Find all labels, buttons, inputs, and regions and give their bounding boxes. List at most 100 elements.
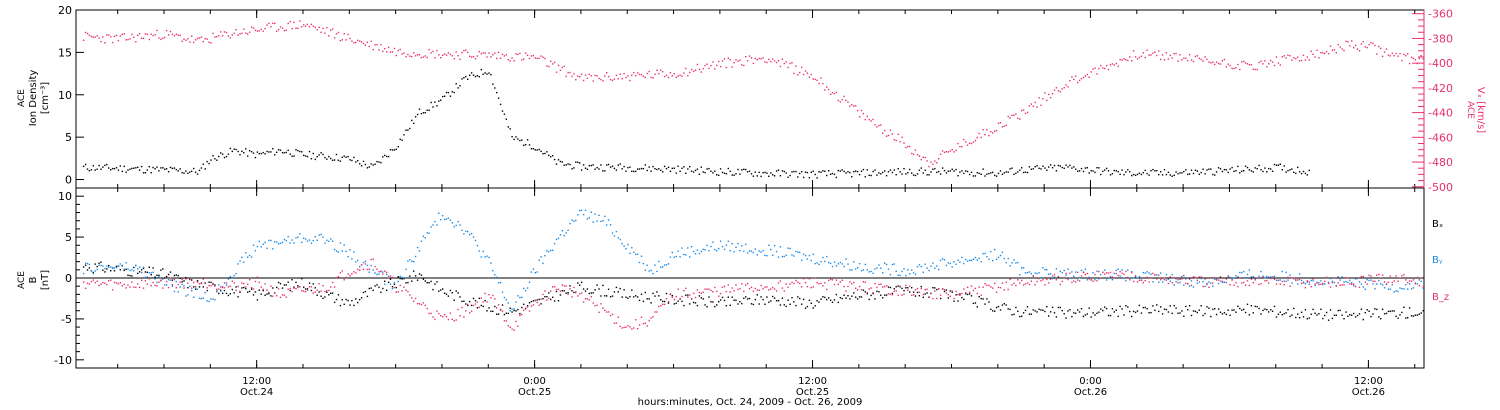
data-point bbox=[403, 277, 405, 279]
data-point bbox=[675, 302, 677, 304]
data-point bbox=[517, 53, 519, 56]
data-point bbox=[349, 275, 351, 277]
data-point bbox=[783, 290, 785, 292]
data-point bbox=[266, 293, 268, 295]
data-point bbox=[922, 271, 924, 273]
data-point bbox=[974, 256, 977, 259]
data-point bbox=[98, 264, 100, 266]
data-point bbox=[156, 166, 158, 168]
data-point bbox=[609, 314, 612, 317]
data-point bbox=[882, 272, 884, 274]
data-point bbox=[1038, 97, 1040, 99]
data-point bbox=[463, 49, 465, 52]
data-point bbox=[646, 72, 648, 75]
data-point bbox=[293, 286, 295, 288]
data-point bbox=[918, 169, 921, 171]
data-point bbox=[673, 303, 675, 305]
data-point bbox=[590, 164, 592, 167]
data-point bbox=[1202, 168, 1204, 170]
data-point bbox=[698, 173, 701, 175]
data-point bbox=[1306, 174, 1308, 176]
data-point bbox=[283, 294, 286, 296]
data-point bbox=[1202, 285, 1204, 288]
top-left-label-line3: [cm⁻³] bbox=[40, 82, 51, 114]
data-point bbox=[1362, 318, 1364, 321]
data-point bbox=[602, 307, 604, 309]
data-point bbox=[117, 169, 120, 171]
data-point bbox=[497, 51, 500, 54]
data-point bbox=[872, 272, 874, 274]
data-point bbox=[1252, 276, 1254, 278]
data-point bbox=[650, 170, 652, 172]
data-point bbox=[384, 48, 386, 50]
data-point bbox=[494, 305, 496, 308]
data-point bbox=[359, 269, 361, 271]
data-point bbox=[505, 118, 507, 120]
data-point bbox=[1096, 167, 1098, 169]
data-point bbox=[866, 269, 868, 271]
data-point bbox=[210, 281, 212, 284]
data-point bbox=[513, 138, 515, 141]
data-point bbox=[947, 151, 949, 153]
data-point bbox=[488, 256, 490, 259]
data-point bbox=[729, 291, 731, 293]
data-point bbox=[1302, 170, 1305, 173]
data-point bbox=[256, 299, 259, 301]
data-point bbox=[1200, 58, 1202, 61]
data-point bbox=[735, 284, 737, 286]
data-point bbox=[140, 165, 143, 168]
data-point bbox=[1343, 49, 1345, 52]
data-point bbox=[843, 95, 845, 98]
data-point bbox=[1051, 275, 1054, 277]
data-point bbox=[802, 278, 805, 280]
data-point bbox=[706, 63, 708, 65]
data-point bbox=[573, 220, 575, 223]
data-point bbox=[148, 272, 150, 274]
data-point bbox=[631, 328, 633, 330]
data-point bbox=[1038, 277, 1040, 280]
data-point bbox=[772, 174, 774, 176]
data-point bbox=[482, 52, 484, 54]
data-point bbox=[430, 52, 432, 54]
data-point bbox=[700, 297, 702, 299]
data-point bbox=[368, 268, 370, 270]
data-point bbox=[1353, 284, 1355, 287]
data-point bbox=[291, 239, 293, 241]
data-point bbox=[1053, 273, 1056, 276]
data-point bbox=[746, 283, 749, 285]
data-point bbox=[513, 60, 515, 62]
data-point bbox=[932, 168, 934, 170]
data-point bbox=[1410, 288, 1413, 290]
data-point bbox=[1009, 265, 1011, 267]
data-point bbox=[671, 75, 673, 77]
data-point bbox=[187, 294, 189, 296]
data-point bbox=[297, 285, 299, 287]
data-point bbox=[607, 163, 610, 166]
data-point bbox=[1105, 64, 1108, 67]
data-point bbox=[997, 256, 1000, 259]
data-point bbox=[1254, 305, 1256, 308]
data-point bbox=[621, 78, 623, 80]
data-point bbox=[772, 58, 774, 60]
data-point bbox=[995, 306, 998, 309]
data-point bbox=[1335, 285, 1337, 287]
data-point bbox=[279, 296, 282, 298]
data-point bbox=[152, 281, 154, 284]
data-point bbox=[1275, 316, 1278, 318]
data-point bbox=[223, 282, 226, 284]
data-point bbox=[712, 301, 714, 303]
data-point bbox=[362, 261, 365, 264]
data-point bbox=[455, 51, 457, 53]
data-point bbox=[1204, 173, 1206, 175]
data-point bbox=[640, 255, 643, 257]
data-point bbox=[1244, 62, 1247, 64]
data-point bbox=[287, 288, 289, 290]
data-point bbox=[1235, 282, 1237, 284]
data-point bbox=[580, 281, 583, 284]
data-point bbox=[515, 136, 517, 138]
data-point bbox=[393, 283, 396, 286]
data-point bbox=[1148, 272, 1150, 274]
data-point bbox=[1138, 172, 1141, 174]
data-point bbox=[123, 165, 125, 168]
data-point bbox=[710, 289, 712, 292]
